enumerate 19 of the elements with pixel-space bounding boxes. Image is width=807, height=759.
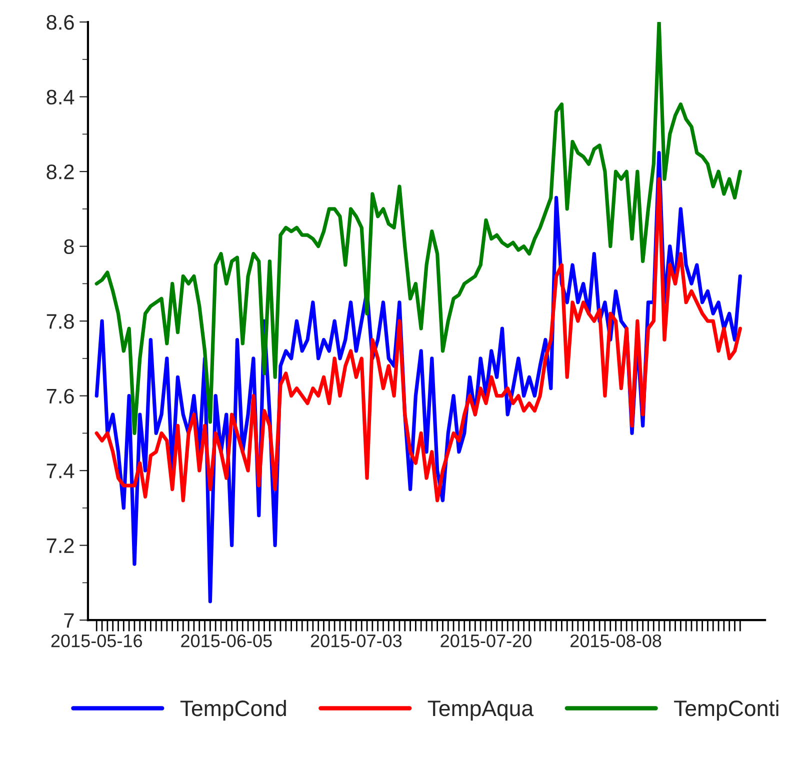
legend-label: TempAqua	[428, 700, 534, 721]
y-tick-label: 7	[64, 613, 74, 628]
line-series	[94, 177, 742, 502]
y-tick-label: 7.4	[46, 464, 74, 478]
x-tick-label: 2015-05-16	[51, 634, 142, 648]
legend-label: TempConti	[674, 700, 778, 721]
line-series	[94, 22, 742, 436]
y-tick-label: 8.4	[46, 90, 74, 105]
x-tick-label: 2015-06-05	[181, 634, 272, 648]
y-tick-label: 7.6	[46, 388, 74, 404]
x-tick-label: 2015-08-08	[570, 634, 662, 648]
legend-label: TempCond	[180, 700, 286, 721]
x-tick-label: 2015-07-03	[310, 634, 402, 648]
y-tick-label: 7.8	[46, 314, 74, 329]
y-tick-label: 8.2	[46, 164, 74, 180]
y-tick-label: 8.6	[46, 15, 74, 30]
x-tick-label: 2015-07-20	[440, 634, 532, 648]
y-tick-label: 7.2	[46, 538, 74, 553]
y-tick-label: 8	[64, 239, 74, 254]
